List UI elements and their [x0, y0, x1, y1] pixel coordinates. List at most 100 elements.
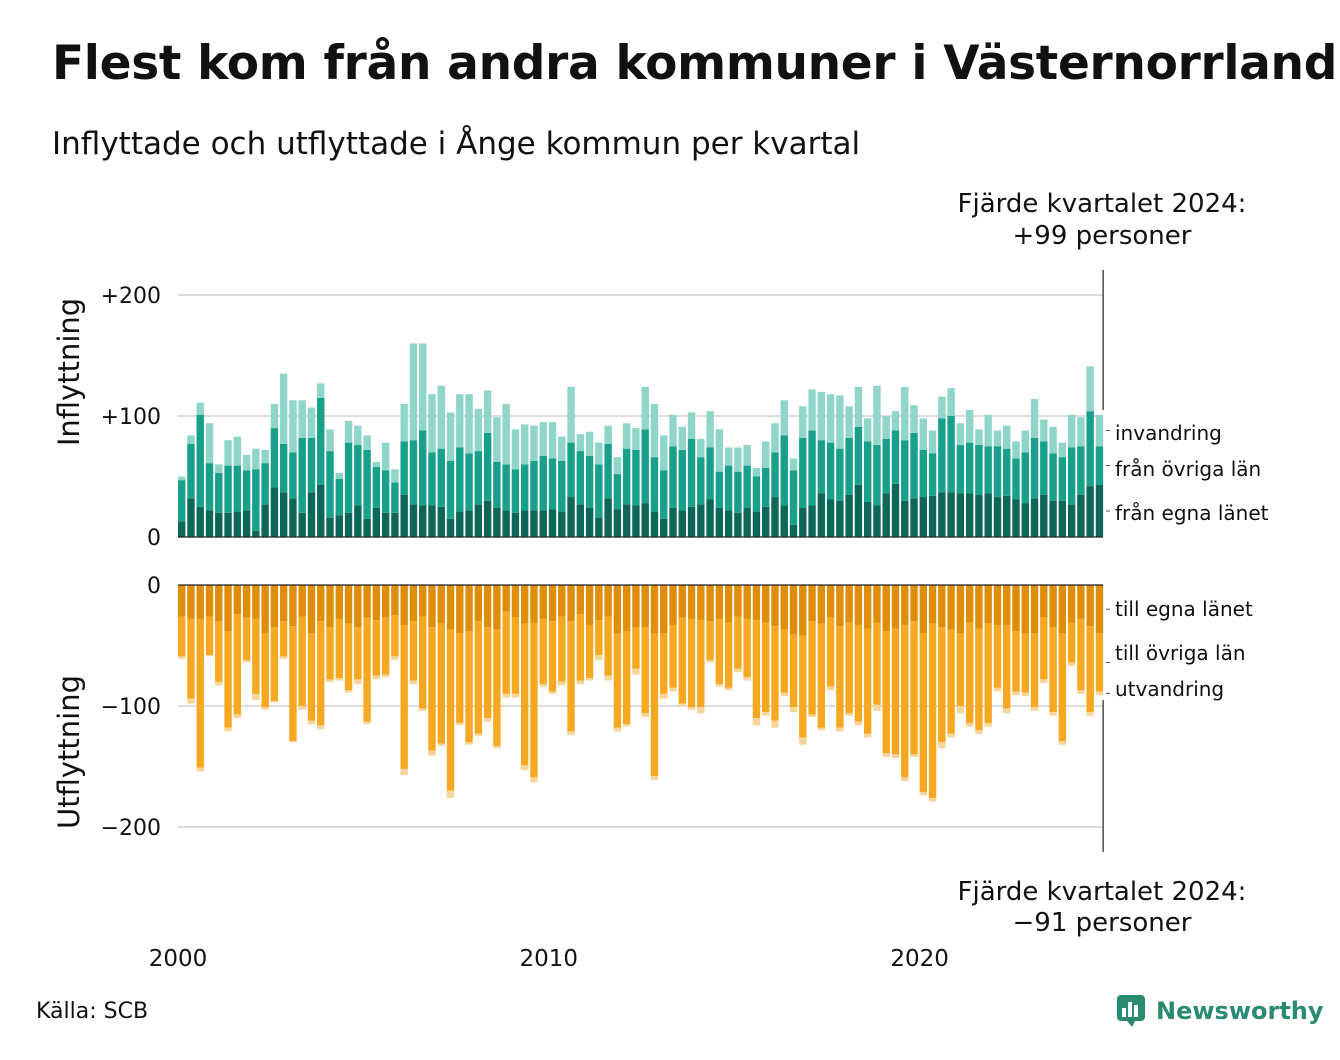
- out-bar: [428, 627, 436, 751]
- in-tick-label: +200: [101, 284, 161, 309]
- out-bar: [697, 707, 705, 714]
- out-bar: [539, 618, 547, 685]
- in-bar: [1030, 437, 1039, 499]
- out-bar: [520, 623, 529, 766]
- in-bar: [873, 385, 881, 446]
- out-bar: [270, 701, 279, 703]
- out-bar: [261, 633, 269, 708]
- in-bar: [298, 512, 306, 537]
- in-bar: [196, 414, 204, 507]
- in-bar: [242, 454, 251, 471]
- out-bar: [317, 621, 325, 726]
- out-bar: [845, 713, 853, 716]
- in-bar: [595, 442, 603, 465]
- out-bar: [687, 585, 696, 619]
- out-bar: [965, 722, 974, 727]
- out-bar: [326, 627, 334, 680]
- in-bar: [205, 463, 214, 511]
- in-bar: [372, 466, 381, 508]
- in-bar: [604, 443, 612, 499]
- out-bar: [660, 693, 668, 699]
- in-bar: [613, 457, 622, 475]
- out-bar: [1040, 585, 1048, 618]
- in-bar: [863, 418, 872, 442]
- out-bar: [205, 616, 214, 656]
- out-bar: [187, 698, 195, 704]
- in-bar: [196, 506, 204, 537]
- out-bar: [1086, 712, 1094, 716]
- out-bar: [372, 675, 381, 680]
- in-bar: [317, 383, 325, 398]
- in-bar: [993, 497, 1002, 537]
- in-bar: [317, 397, 325, 485]
- in-bar: [576, 451, 585, 505]
- out-bar: [409, 585, 418, 622]
- out-bar: [224, 727, 232, 732]
- in-bar: [901, 386, 909, 441]
- out-bar: [289, 626, 297, 742]
- in-bar: [419, 430, 427, 506]
- in-bar: [446, 518, 455, 537]
- in-bar: [270, 487, 279, 537]
- in-bar: [474, 451, 483, 505]
- in-bar: [1012, 458, 1020, 500]
- in-bar: [826, 442, 835, 500]
- chart-subtitle: Inflyttade och utflyttade i Ånge kommun …: [52, 126, 861, 162]
- in-bar: [724, 447, 733, 466]
- brand-logo: Newsworthy: [1116, 994, 1324, 1028]
- in-bar: [465, 510, 473, 537]
- in-bar: [511, 469, 520, 513]
- in-bar: [1086, 486, 1094, 537]
- out-bar: [799, 585, 807, 636]
- out-bar: [1040, 617, 1048, 680]
- in-bar: [678, 426, 686, 450]
- in-bar: [530, 460, 538, 511]
- in-bar: [1077, 417, 1085, 447]
- out-axis-label: Utflyttning: [52, 675, 86, 829]
- in-bar: [1067, 504, 1076, 537]
- out-bar: [632, 627, 640, 669]
- out-bar: [882, 753, 890, 757]
- out-bar: [178, 616, 186, 657]
- out-bar: [252, 618, 260, 694]
- in-bar: [817, 440, 826, 494]
- out-bar: [456, 722, 464, 726]
- in-bar: [205, 510, 214, 537]
- in-bar: [344, 512, 353, 537]
- out-annotation-line2: −91 personer: [1013, 908, 1192, 938]
- out-annotation-line1: Fjärde kvartalet 2024:: [958, 877, 1247, 907]
- out-bar: [938, 742, 946, 749]
- out-bar: [1058, 585, 1067, 634]
- out-bar: [391, 585, 399, 616]
- out-bar: [446, 629, 455, 791]
- out-bar: [613, 585, 622, 634]
- out-bar: [845, 585, 853, 623]
- in-bar: [215, 464, 223, 473]
- out-bar: [975, 628, 983, 731]
- out-bar: [1077, 618, 1085, 691]
- in-bar: [938, 396, 946, 419]
- out-bar: [928, 585, 937, 624]
- in-series-label: från egna länet: [1115, 501, 1269, 525]
- out-bar: [354, 585, 362, 628]
- in-bar: [873, 505, 881, 537]
- in-bar: [483, 500, 492, 537]
- in-bar: [1049, 500, 1057, 537]
- out-bar: [919, 585, 927, 634]
- out-bar: [650, 585, 659, 634]
- out-bar: [873, 585, 881, 623]
- out-bar: [558, 585, 566, 617]
- out-bar: [187, 585, 195, 619]
- out-bar: [196, 585, 204, 619]
- in-bar: [558, 511, 566, 537]
- out-bar: [307, 585, 316, 634]
- in-bar: [993, 430, 1002, 447]
- in-bar: [178, 521, 186, 537]
- out-bar: [836, 585, 844, 627]
- in-annotation-line2: +99 personer: [1013, 221, 1192, 251]
- out-series-label: till övriga län: [1115, 641, 1246, 665]
- in-bar: [938, 492, 946, 537]
- in-bar: [298, 400, 306, 438]
- in-tick-label: +100: [101, 405, 161, 430]
- in-bar: [734, 447, 742, 472]
